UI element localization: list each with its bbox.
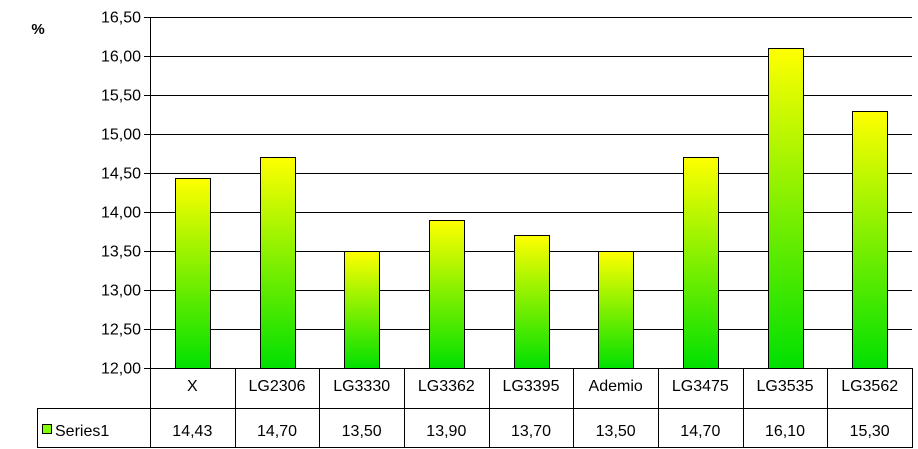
category-label: LG3535 (757, 378, 814, 395)
table-value-cell: 14,70 (680, 423, 720, 440)
bar (344, 251, 380, 369)
legend-key (42, 424, 52, 434)
y-tick-label: 15,00 (101, 127, 141, 144)
bar (683, 157, 719, 369)
y-tick-label: 12,50 (101, 322, 141, 339)
table-value-cell: 16,10 (765, 423, 805, 440)
legend-series-label: Series1 (55, 423, 109, 440)
bar (514, 235, 550, 369)
y-tick-label: 16,50 (101, 10, 141, 27)
table-value-cell: 13,90 (426, 423, 466, 440)
bars (175, 48, 888, 369)
bar (175, 178, 211, 369)
bar (598, 251, 634, 369)
y-tick-label: 12,00 (101, 361, 141, 378)
data-table: X 14,43 LG2306 14,70 LG3330 13,50 LG3362 13,90 L… (37, 368, 913, 448)
category-label: LG3330 (333, 378, 390, 395)
category-label: LG3562 (841, 378, 898, 395)
category-label: LG3395 (503, 378, 560, 395)
y-tick-label: 13,00 (101, 283, 141, 300)
category-label: LG2306 (249, 378, 306, 395)
bar (768, 48, 804, 369)
y-tick-label: 13,50 (101, 244, 141, 261)
category-label: LG3362 (418, 378, 475, 395)
table-value-cell: 14,70 (257, 423, 297, 440)
y-tick-label: 14,50 (101, 166, 141, 183)
table-value-cell: 13,50 (596, 423, 636, 440)
y-unit-label: % (31, 21, 44, 38)
table-value-cell: 13,70 (511, 423, 551, 440)
category-label: X (187, 378, 198, 395)
category-label: LG3475 (672, 378, 729, 395)
category-label: Ademio (589, 378, 643, 395)
table-value-cell: 14,43 (172, 423, 212, 440)
y-tick-label: 16,00 (101, 49, 141, 66)
bar (852, 111, 888, 369)
table-value-cell: 13,50 (342, 423, 382, 440)
y-axis-ticks: 12,00 12,50 13,00 13,50 14,00 14,50 15,00 15,50… (101, 10, 150, 378)
y-tick-label: 14,00 (101, 205, 141, 222)
y-tick-label: 15,50 (101, 88, 141, 105)
bar (260, 157, 296, 369)
table-value-cell: 15,30 (850, 423, 890, 440)
bar (429, 220, 465, 369)
